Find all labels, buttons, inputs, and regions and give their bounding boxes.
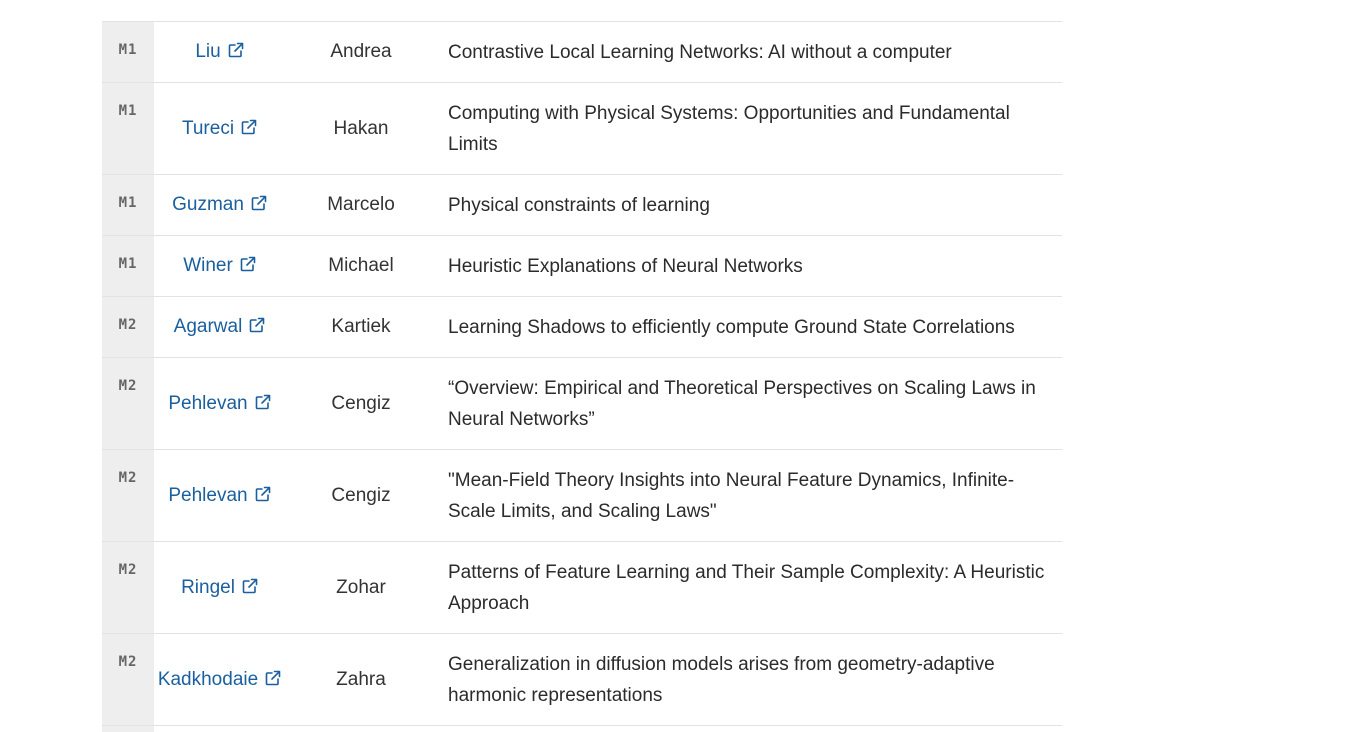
empty-cell — [154, 726, 286, 732]
speaker-link-label: Pehlevan — [168, 393, 247, 414]
talk-title-cell: “Overview: Empirical and Theoretical Per… — [436, 358, 1062, 450]
external-link-icon — [264, 669, 282, 687]
talk-title-cell: Generalization in diffusion models arise… — [436, 634, 1062, 726]
first-name-cell: Zohar — [286, 542, 436, 634]
external-link-icon — [254, 393, 272, 411]
speaker-link-label: Winer — [183, 255, 233, 276]
external-link-icon — [240, 118, 258, 136]
speaker-link[interactable]: Kadkhodaie — [158, 669, 282, 690]
last-name-cell: Pehlevan — [154, 358, 286, 450]
talk-title-cell: Heuristic Explanations of Neural Network… — [436, 236, 1062, 297]
first-name-cell: Michael — [286, 236, 436, 297]
first-name-cell: Hakan — [286, 83, 436, 175]
first-name-cell: Cengiz — [286, 358, 436, 450]
session-cell: M2 — [102, 634, 154, 726]
speaker-link-label: Guzman — [172, 194, 244, 215]
talk-title-cell: Learning Shadows to efficiently compute … — [436, 297, 1062, 358]
session-cell: M2 — [102, 358, 154, 450]
last-name-cell: Agarwal — [154, 297, 286, 358]
first-name-cell: Zahra — [286, 634, 436, 726]
last-name-cell: Tureci — [154, 83, 286, 175]
speaker-link-label: Agarwal — [174, 316, 243, 337]
empty-cell — [436, 726, 1062, 732]
external-link-icon — [248, 316, 266, 334]
last-name-cell: Guzman — [154, 175, 286, 236]
table-row-partial — [102, 726, 1062, 732]
external-link-icon — [239, 255, 257, 273]
session-cell: M1 — [102, 175, 154, 236]
session-cell — [102, 726, 154, 732]
speaker-link[interactable]: Agarwal — [174, 316, 267, 337]
table-row: M2 Pehlevan Cengiz“Overview: Empirical and… — [102, 358, 1062, 450]
talk-title-cell: "Mean-Field Theory Insights into Neural … — [436, 450, 1062, 542]
speaker-link[interactable]: Pehlevan — [168, 485, 271, 506]
external-link-icon — [227, 41, 245, 59]
speaker-link-label: Ringel — [181, 577, 235, 598]
external-link-icon — [241, 577, 259, 595]
last-name-cell: Kadkhodaie — [154, 634, 286, 726]
last-name-cell: Pehlevan — [154, 450, 286, 542]
speaker-link[interactable]: Ringel — [181, 577, 259, 598]
session-cell: M1 — [102, 22, 154, 83]
session-cell: M2 — [102, 297, 154, 358]
talk-title-cell: Computing with Physical Systems: Opportu… — [436, 83, 1062, 175]
first-name-cell: Andrea — [286, 22, 436, 83]
external-link-icon — [254, 485, 272, 503]
first-name-cell: Kartiek — [286, 297, 436, 358]
speaker-link[interactable]: Winer — [183, 255, 257, 276]
external-link-icon — [250, 194, 268, 212]
speaker-link[interactable]: Liu — [195, 41, 244, 62]
speaker-link-label: Tureci — [182, 118, 234, 139]
session-cell: M2 — [102, 542, 154, 634]
speaker-link-label: Pehlevan — [168, 485, 247, 506]
session-cell: M1 — [102, 83, 154, 175]
speaker-link[interactable]: Tureci — [182, 118, 258, 139]
talk-title-cell: Physical constraints of learning — [436, 175, 1062, 236]
table-row: M2 Pehlevan Cengiz"Mean-Field Theory Insig… — [102, 450, 1062, 542]
last-name-cell: Ringel — [154, 542, 286, 634]
session-cell: M2 — [102, 450, 154, 542]
speaker-link[interactable]: Pehlevan — [168, 393, 271, 414]
speaker-link-label: Liu — [195, 41, 220, 62]
talk-title-cell: Patterns of Feature Learning and Their S… — [436, 542, 1062, 634]
last-name-cell: Winer — [154, 236, 286, 297]
speaker-link[interactable]: Guzman — [172, 194, 268, 215]
empty-cell — [286, 726, 436, 732]
first-name-cell: Cengiz — [286, 450, 436, 542]
session-cell: M1 — [102, 236, 154, 297]
first-name-cell: Marcelo — [286, 175, 436, 236]
speaker-link-label: Kadkhodaie — [158, 669, 258, 690]
talk-title-cell: Contrastive Local Learning Networks: AI … — [436, 22, 1062, 83]
last-name-cell: Liu — [154, 22, 286, 83]
